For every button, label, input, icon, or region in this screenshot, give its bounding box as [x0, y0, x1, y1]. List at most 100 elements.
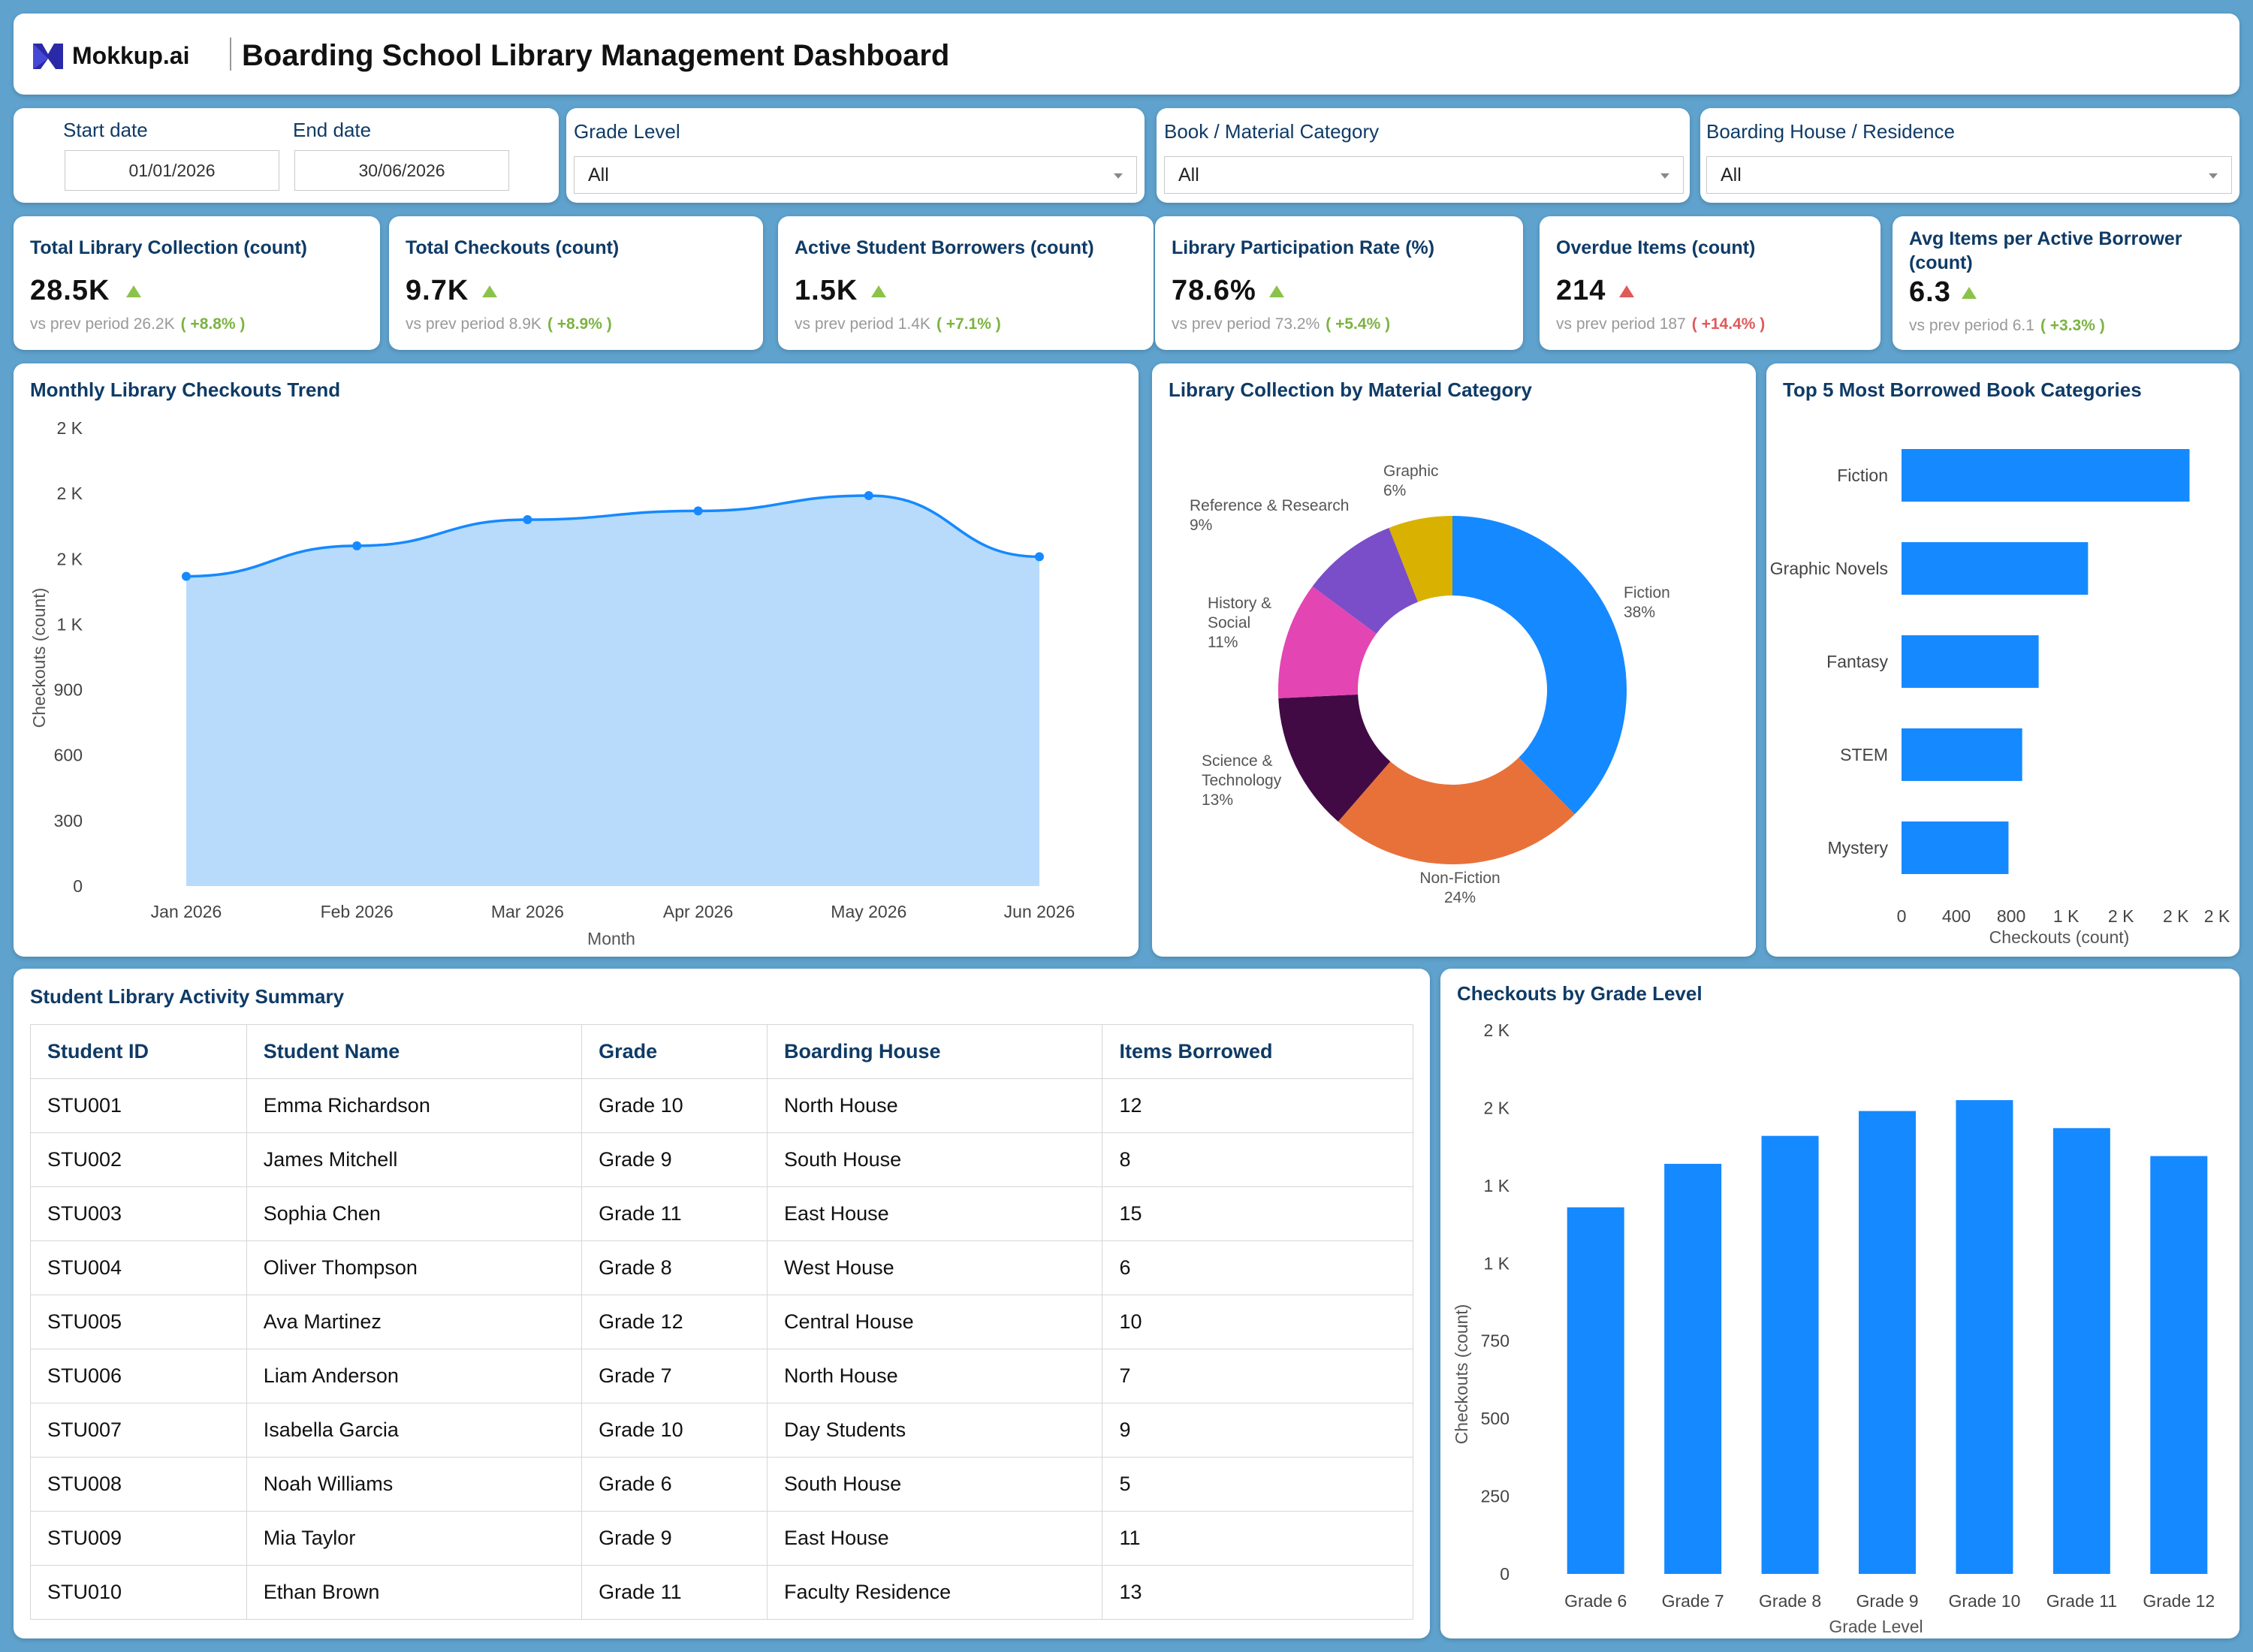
column-header[interactable]: Student Name [246, 1024, 583, 1079]
cell: Emma Richardson [246, 1078, 583, 1133]
table-row[interactable]: STU006 Liam Anderson Grade 7 North House 7 [30, 1349, 1413, 1403]
table-row[interactable]: STU001 Emma Richardson Grade 10 North House… [30, 1078, 1413, 1133]
table-row[interactable]: STU008 Noah Williams Grade 6 South House 5 [30, 1457, 1413, 1512]
start-date-input[interactable]: 01/01/2026 [65, 150, 279, 191]
y-tick-label: 2 K [56, 549, 83, 568]
y-tick-label: 300 [54, 811, 83, 831]
trend-line [185, 494, 1040, 578]
kpi-value: 6.3 [1909, 276, 1951, 308]
grade-bar-chart: 0 250 500 750 1 K 1 K 2 K 2 K Grade 6 Grade 7 Gra… [1452, 1020, 2215, 1636]
bar[interactable] [1902, 449, 2190, 502]
bar[interactable] [2150, 1156, 2208, 1574]
end-date-input[interactable]: 30/06/2026 [294, 150, 509, 191]
table-row[interactable]: STU010 Ethan Brown Grade 11 Faculty Residen… [30, 1565, 1413, 1620]
bar[interactable] [1956, 1100, 2013, 1574]
kpi-label: Library Participation Rate (%) [1172, 237, 1435, 258]
trend-up-icon [126, 285, 141, 297]
donut-slice[interactable] [1389, 516, 1452, 602]
brand-logo[interactable]: Mokkup.ai [32, 41, 189, 71]
kpi-change: ( +8.9% ) [547, 315, 612, 333]
bar[interactable] [1859, 1111, 1916, 1574]
y-tick-label: 1 K [1483, 1176, 1510, 1195]
data-point[interactable] [864, 491, 873, 501]
cell: Faculty Residence [767, 1565, 1103, 1620]
house-label: Boarding House / Residence [1706, 120, 1955, 143]
slice-label: Graphic [1383, 463, 1439, 480]
cell: Isabella Garcia [246, 1403, 583, 1458]
donut-slice[interactable] [1452, 516, 1627, 815]
bar[interactable] [1664, 1163, 1722, 1574]
cell: Grade 6 [581, 1457, 768, 1512]
kpi-card-collection: Total Library Collection (count) 28.5K v… [14, 216, 380, 350]
table-row[interactable]: STU004 Oliver Thompson Grade 8 West House 6 [30, 1241, 1413, 1295]
cell: 7 [1102, 1349, 1413, 1403]
grade-level-select[interactable]: All [574, 156, 1137, 194]
bar[interactable] [1567, 1207, 1624, 1574]
kpi-card-avg-items: Avg Items per Active Borrower (count) 6.… [1893, 216, 2239, 350]
kpi-prev-text: vs prev period 187 [1556, 315, 1686, 333]
data-point[interactable] [182, 571, 191, 581]
cell: Grade 11 [581, 1565, 768, 1620]
cell: STU007 [30, 1403, 247, 1458]
cell: Grade 10 [581, 1403, 768, 1458]
cell: 12 [1102, 1078, 1413, 1133]
bar[interactable] [1761, 1135, 1819, 1574]
bar[interactable] [1902, 728, 2022, 781]
x-tick-label: Grade 10 [1948, 1591, 2020, 1611]
category-select[interactable]: All [1164, 156, 1684, 194]
start-date-label: Start date [63, 119, 148, 141]
bar[interactable] [2052, 1128, 2110, 1574]
column-header[interactable]: Student ID [30, 1024, 247, 1079]
kpi-value: 78.6% [1172, 275, 1256, 306]
house-select[interactable]: All [1706, 156, 2232, 194]
category-label: Fantasy [1826, 652, 1888, 671]
donut-slice[interactable] [1338, 757, 1575, 864]
cell: South House [767, 1132, 1103, 1187]
kpi-value: 9.7K [406, 275, 469, 306]
table-row[interactable]: STU003 Sophia Chen Grade 11 East House 15 [30, 1186, 1413, 1241]
y-axis-label: Checkouts (count) [1452, 1304, 1471, 1445]
cell: Grade 8 [581, 1241, 768, 1295]
slice-label: Fiction [1624, 584, 1670, 601]
column-header[interactable]: Boarding House [767, 1024, 1103, 1079]
cell: West House [767, 1241, 1103, 1295]
slice-label: Science & [1202, 752, 1273, 770]
cell: STU004 [30, 1241, 247, 1295]
category-label: STEM [1840, 745, 1888, 764]
trend-up-warning-icon [1619, 285, 1634, 297]
header-divider [230, 38, 231, 71]
data-point[interactable] [693, 506, 703, 516]
trend-up-icon [1269, 285, 1284, 297]
cell: Oliver Thompson [246, 1241, 583, 1295]
x-tick-label: Grade 6 [1564, 1591, 1627, 1611]
house-value: All [1721, 164, 1742, 185]
data-point[interactable] [352, 541, 362, 550]
column-header[interactable]: Items Borrowed [1102, 1024, 1413, 1079]
bar[interactable] [1902, 635, 2039, 688]
cell: Grade 11 [581, 1186, 768, 1241]
donut-slice[interactable] [1312, 527, 1419, 634]
cell: STU001 [30, 1078, 247, 1133]
grade-level-filter: Grade Level All [566, 108, 1145, 203]
bar[interactable] [1902, 821, 2009, 874]
column-header[interactable]: Grade [581, 1024, 768, 1079]
data-point[interactable] [523, 515, 532, 524]
category-donut-chart: Fiction 38% Non-Fiction 24% Science & Technol… [1190, 463, 1670, 906]
table-row[interactable]: STU002 James Mitchell Grade 9 South House 8 [30, 1132, 1413, 1187]
trend-up-icon [871, 285, 886, 297]
x-tick-label: 0 [1897, 906, 1907, 926]
table-header-row: Student ID Student Name Grade Boarding H… [30, 1024, 1413, 1079]
category-value: All [1178, 164, 1199, 185]
donut-slice[interactable] [1278, 694, 1391, 822]
bar[interactable] [1902, 542, 2089, 595]
slice-label: Social [1208, 614, 1250, 632]
table-row[interactable]: STU005 Ava Martinez Grade 12 Central House 1… [30, 1295, 1413, 1349]
table-row[interactable]: STU007 Isabella Garcia Grade 10 Day Student… [30, 1403, 1413, 1458]
category-label: Graphic Novels [1770, 559, 1888, 578]
donut-slice[interactable] [1278, 586, 1377, 698]
table-row[interactable]: STU009 Mia Taylor Grade 9 East House 11 [30, 1511, 1413, 1566]
category-label: Mystery [1828, 838, 1889, 858]
grade-level-label: Grade Level [574, 120, 680, 143]
chart-title: Monthly Library Checkouts Trend [30, 378, 341, 401]
data-point[interactable] [1035, 552, 1044, 562]
